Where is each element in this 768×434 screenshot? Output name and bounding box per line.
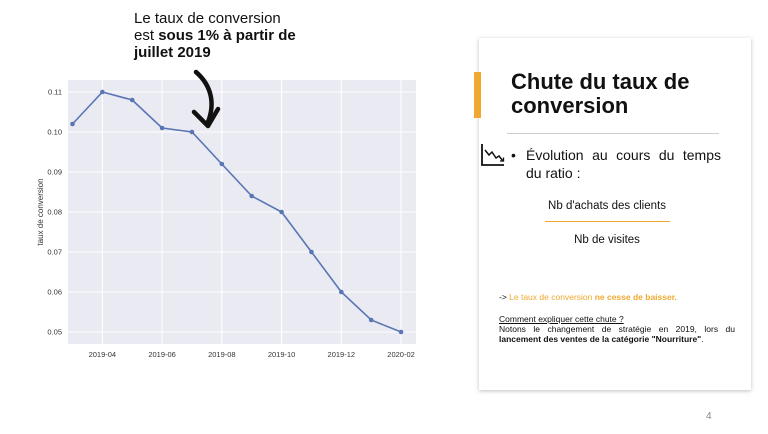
- x-tick-label: 2019-08: [208, 350, 236, 359]
- data-point: [70, 121, 75, 127]
- y-tick-label: 0.10: [47, 128, 62, 137]
- annotation-line-2: est sous 1% à partir de: [134, 27, 324, 44]
- conversion-rate-chart: 0.050.060.070.080.090.100.11 2019-04 2019…: [36, 69, 416, 359]
- x-tick-labels: 2019-04 2019-06 2019-08 2019-10 2019-12 2020-…: [89, 350, 415, 359]
- slide-card: [479, 38, 751, 390]
- y-tick-label: 0.09: [47, 168, 62, 177]
- conclusion-text: -> Le taux de conversion ne cesse de bai…: [499, 292, 744, 302]
- x-tick-label: 2019-10: [268, 350, 296, 359]
- data-point: [159, 125, 165, 131]
- ratio-numerator: Nb d'achats des clients: [548, 200, 666, 212]
- conclusion-arrow: ->: [499, 292, 510, 302]
- data-point: [339, 289, 344, 295]
- x-tick-label: 2019-04: [89, 350, 117, 359]
- data-point: [309, 249, 314, 255]
- data-point: [129, 97, 135, 103]
- data-points: [70, 89, 404, 335]
- y-tick-label: 0.06: [47, 288, 62, 297]
- bullet-text: Évolution au cours du temps du ratio :: [526, 147, 721, 181]
- x-tick-label: 2019-06: [148, 350, 176, 359]
- data-point: [189, 129, 195, 135]
- series-line: [71, 91, 402, 333]
- chart-annotation: Le taux de conversion est sous 1% à part…: [134, 10, 324, 61]
- question-line-1: Notons le changement de stratégie en 201…: [499, 324, 735, 334]
- title-divider: [507, 133, 719, 134]
- data-point: [368, 317, 374, 323]
- y-axis-label: taux de conversion: [36, 178, 45, 245]
- question-block: Comment expliquer cette chute ? Notons l…: [499, 314, 735, 344]
- card-title: Chute du taux de conversion: [511, 70, 741, 118]
- y-tick-labels: 0.05 0.06 0.07 0.08 0.09 0.10 0.11: [47, 88, 62, 337]
- question-bold: lancement des ventes de la catégorie "No…: [499, 334, 702, 344]
- y-tick-label: 0.07: [47, 248, 62, 257]
- card-title-line-2: conversion: [511, 93, 629, 118]
- data-point: [100, 89, 105, 95]
- annotation-line-2-pre: est: [134, 27, 159, 44]
- data-point: [398, 329, 404, 335]
- page-number: 4: [706, 411, 712, 422]
- data-point: [219, 161, 225, 167]
- ratio-divider: [545, 221, 670, 222]
- question-title: Comment expliquer cette chute ?: [499, 314, 624, 324]
- conclusion-main: Le taux de conversion: [509, 292, 595, 302]
- ratio-denominator: Nb de visites: [574, 234, 640, 246]
- question-line-2: lancement des ventes de la catégorie "No…: [499, 334, 735, 344]
- annotation-line-2-bold: sous 1% à partir de: [158, 27, 296, 44]
- trend-down-icon: [481, 144, 505, 166]
- x-tick-label: 2019-12: [328, 350, 356, 359]
- y-tick-label: 0.05: [47, 328, 62, 337]
- bullet-item: • Évolution au cours du temps du ratio :: [511, 146, 721, 182]
- y-tick-label: 0.11: [48, 88, 62, 97]
- data-point: [279, 209, 284, 215]
- grid: [68, 80, 416, 344]
- y-tick-label: 0.08: [47, 208, 62, 217]
- card-title-line-1: Chute du taux de: [511, 69, 690, 94]
- conclusion-bold: ne cesse de baisser.: [594, 292, 677, 302]
- annotation-line-3-bold: juillet 2019: [134, 44, 211, 61]
- bullet-dot: •: [511, 147, 516, 163]
- annotation-arrow-icon: [191, 69, 221, 129]
- question-end: .: [701, 334, 704, 344]
- accent-bar: [474, 72, 481, 118]
- data-point: [249, 193, 255, 199]
- annotation-line-1: Le taux de conversion: [134, 10, 281, 27]
- x-tick-label: 2020-02: [387, 350, 415, 359]
- annotation-line-3: juillet 2019: [134, 44, 324, 61]
